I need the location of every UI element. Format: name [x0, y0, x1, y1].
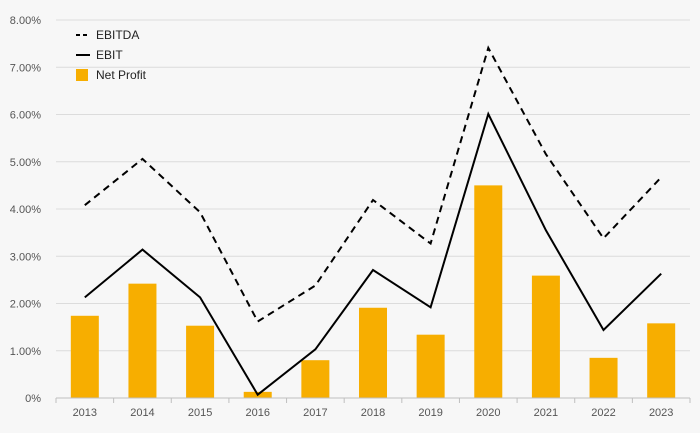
y-tick-label: 1.00% — [10, 346, 41, 358]
x-tick-label: 2015 — [188, 407, 212, 419]
legend: EBITDA EBIT Net Profit — [76, 28, 147, 82]
line-ebitda — [84, 45, 662, 323]
bar-net-profit — [647, 323, 676, 398]
x-tick-label: 2017 — [303, 407, 327, 419]
gridlines — [56, 19, 690, 352]
bar-net-profit — [474, 185, 503, 398]
x-tick-label: 2016 — [245, 407, 269, 419]
y-tick-label: 6.00% — [10, 110, 41, 122]
legend-label-net-profit: Net Profit — [96, 68, 147, 82]
legend-swatch-net-profit — [76, 69, 88, 81]
bar-net-profit — [128, 283, 157, 398]
bar-net-profit — [186, 325, 215, 398]
y-tick-label: 0% — [25, 393, 41, 405]
y-axis: 0% 1.00% 2.00% 3.00% 4.00% 5.00% 6.00% 7.00% 8.0… — [10, 15, 41, 405]
y-tick-label: 4.00% — [10, 204, 41, 216]
y-tick-label: 7.00% — [10, 62, 41, 74]
line-ebit — [84, 111, 662, 397]
legend-label-ebitda: EBITDA — [96, 28, 139, 42]
y-tick-label: 3.00% — [10, 251, 41, 263]
x-tick-label: 2021 — [534, 407, 558, 419]
net-profit-bars — [70, 185, 676, 398]
bar-net-profit — [301, 360, 330, 398]
y-tick-label: 5.00% — [10, 157, 41, 169]
x-tick-label: 2019 — [418, 407, 442, 419]
x-tick-label: 2013 — [73, 407, 97, 419]
line-series — [84, 45, 662, 397]
x-tick-label: 2020 — [476, 407, 500, 419]
bar-net-profit — [531, 275, 560, 398]
y-tick-label: 8.00% — [10, 15, 41, 27]
x-tick-label: 2023 — [649, 407, 673, 419]
bar-net-profit — [589, 357, 618, 398]
bar-net-profit — [359, 307, 387, 398]
x-tick-label: 2014 — [130, 407, 154, 419]
bar-net-profit — [70, 315, 99, 398]
y-tick-label: 2.00% — [10, 299, 41, 311]
bar-net-profit — [416, 334, 445, 398]
legend-label-ebit: EBIT — [96, 48, 123, 62]
x-tick-label: 2022 — [591, 407, 615, 419]
x-axis: 2013 2014 2015 2016 2017 2018 2019 2020 2021 2022… — [55, 397, 691, 419]
x-tick-label: 2018 — [361, 407, 385, 419]
